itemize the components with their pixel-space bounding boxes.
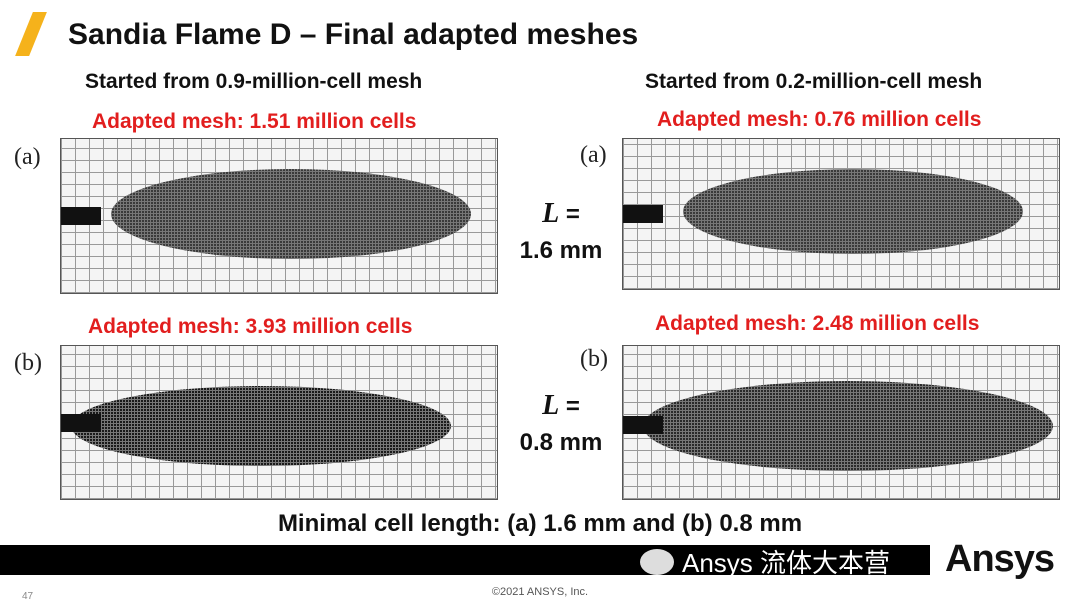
left-heading: Started from 0.9-million-cell mesh bbox=[85, 70, 423, 93]
refined-region bbox=[111, 169, 471, 259]
ansys-logo: Ansys bbox=[945, 538, 1055, 580]
footer-bar bbox=[0, 545, 930, 575]
mesh-image-right-a bbox=[622, 138, 1060, 290]
left-b-caption: Adapted mesh: 3.93 million cells bbox=[88, 315, 413, 338]
jet-inlet bbox=[61, 207, 101, 225]
refined-region bbox=[71, 386, 451, 466]
jet-inlet bbox=[61, 414, 101, 432]
right-heading: Started from 0.2-million-cell mesh bbox=[645, 70, 983, 93]
wechat-icon bbox=[640, 548, 674, 575]
cell-length-b: L = 0.8 mm bbox=[519, 390, 603, 456]
jet-inlet bbox=[623, 205, 663, 223]
page-number: 47 bbox=[22, 591, 34, 602]
label-b-left: (b) bbox=[14, 350, 42, 376]
summary-text: Minimal cell length: (a) 1.6 mm and (b) … bbox=[277, 510, 803, 537]
left-a-caption: Adapted mesh: 1.51 million cells bbox=[92, 110, 417, 133]
jet-inlet bbox=[623, 416, 663, 434]
refined-region bbox=[643, 381, 1053, 471]
mesh-image-left-a bbox=[60, 138, 498, 294]
slide-title: Sandia Flame D – Final adapted meshes bbox=[68, 18, 639, 51]
mesh-image-right-b bbox=[622, 345, 1060, 500]
mesh-image-left-b bbox=[60, 345, 498, 500]
label-b-right: (b) bbox=[580, 346, 608, 372]
label-a-left: (a) bbox=[14, 144, 41, 170]
label-a-right: (a) bbox=[580, 142, 607, 168]
watermark: Ansys 流体大本营 bbox=[640, 543, 890, 580]
cell-length-a: L = 1.6 mm bbox=[519, 198, 603, 264]
right-b-caption: Adapted mesh: 2.48 million cells bbox=[655, 312, 980, 335]
refined-region bbox=[683, 169, 1023, 254]
brand-slash-icon bbox=[15, 12, 47, 56]
copyright: ©2021 ANSYS, Inc. bbox=[491, 586, 589, 598]
right-a-caption: Adapted mesh: 0.76 million cells bbox=[657, 108, 982, 131]
